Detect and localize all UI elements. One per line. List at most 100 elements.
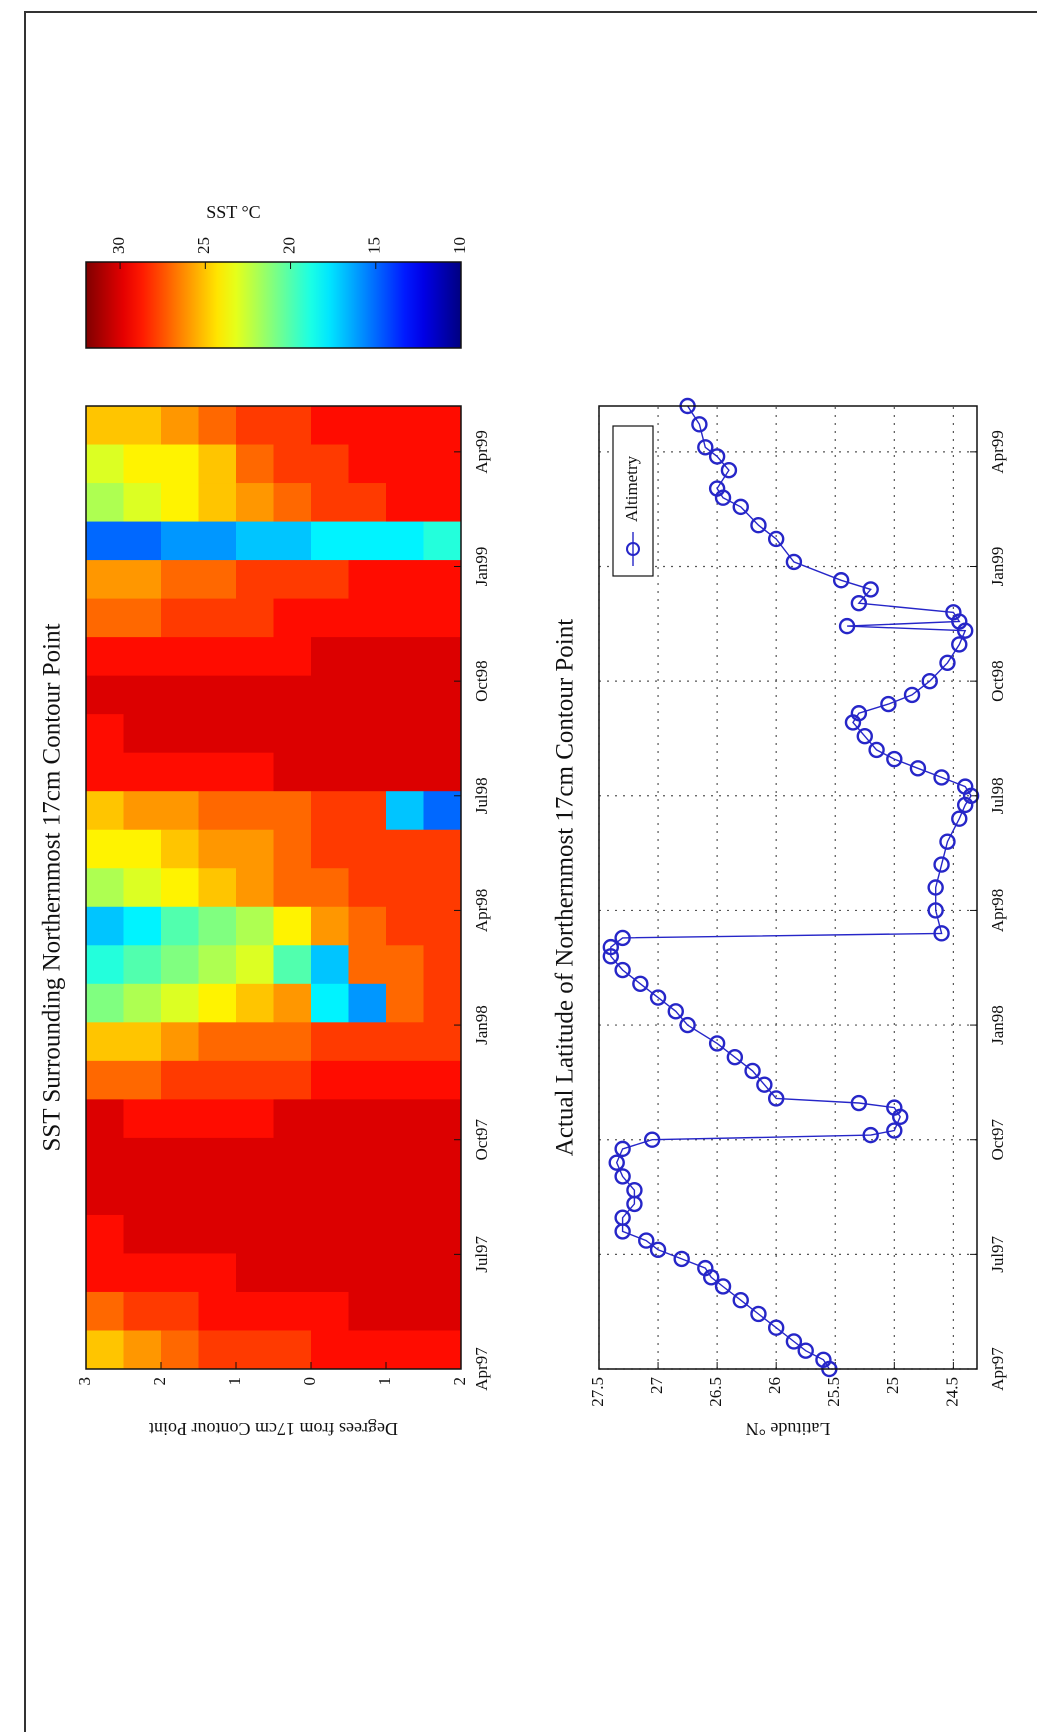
heatmap-cell [348,1098,387,1138]
legend-swatch-marker [626,542,640,556]
x-tick-label: Jan98 [988,1005,1007,1045]
heatmap-cell [236,983,274,1023]
heatmap-cell [86,752,124,792]
y-tick-label: 27 [647,1377,666,1395]
heatmap-cell [311,906,349,946]
y-tick-label: 25 [883,1377,902,1394]
heatmap-cell [161,636,199,676]
heatmap-cell [386,944,424,984]
heatmap-cell [161,906,199,946]
data-point [785,553,803,571]
heatmap-cell [273,1098,312,1138]
heatmap-cell [161,829,199,869]
heatmap-cell [198,906,237,946]
x-tick-label: Apr97 [472,1347,491,1391]
heatmap-cell [236,1175,274,1215]
heatmap-cell [123,752,162,792]
heatmap-cell [311,559,349,599]
heatmap-cell [86,983,124,1023]
heatmap-cell [311,405,349,445]
heatmap-cell [123,1291,162,1331]
heatmap-cell [123,598,162,638]
heatmap-cell [236,1252,274,1292]
data-point [714,1278,732,1295]
heatmap-cell [198,1252,237,1292]
heatmap-cell [348,1252,387,1292]
heatmap-cell [236,521,274,561]
data-point [673,1250,690,1268]
heatmap-cell [311,598,349,638]
colorbar-label: SST °C [206,202,260,222]
heatmap-cell [198,636,237,676]
heatmap-cell [86,1098,124,1138]
heatmap-cell [386,521,424,561]
heatmap-cell [311,1291,349,1331]
heatmap-cell [86,405,124,445]
heatmap-cell [123,867,162,907]
heatmap-cell [198,790,237,830]
heatmap-cell [423,1060,462,1100]
heatmap-cell [348,598,387,638]
data-point [815,1351,832,1369]
data-point [850,1094,868,1112]
heatmap-cell [273,675,312,715]
data-point [832,572,850,589]
x-tick-label: Jul98 [988,777,1007,814]
data-point [767,530,785,548]
heatmap-cell [198,675,237,715]
heatmap-cell [161,598,199,638]
heatmap-cell [198,1175,237,1215]
heatmap-cell [236,675,274,715]
heatmap-cell [86,1291,124,1331]
heatmap-cell [423,559,462,599]
heatmap-cell [123,1214,162,1254]
heatmap-cell [198,1021,237,1061]
heatmap-cell [273,1175,312,1215]
heatmap-cell [348,1060,387,1100]
heatmap-cell [198,482,237,522]
heatmap-cell [123,906,162,946]
heatmap-cell [86,598,124,638]
plot-bg [599,406,977,1369]
heatmap-cell [423,1137,462,1177]
heatmap-cell [311,944,349,984]
heatmap-cell [198,598,237,638]
heatmap-cell [348,906,387,946]
heatmap-cell [386,675,424,715]
data-point [720,461,738,479]
data-point [951,636,968,653]
heatmap-cell [311,1214,349,1254]
heatmap-cell [423,1175,462,1215]
heatmap-cell [198,1291,237,1331]
x-tick-label: Jul97 [988,1235,1007,1272]
heatmap-cell [236,867,274,907]
data-point [608,1154,625,1171]
heatmap-cell [86,867,124,907]
heatmap-cell [198,1137,237,1177]
heatmap-cell [161,444,199,484]
data-point [939,833,956,850]
heatmap-cell [386,636,424,676]
data-point [945,604,962,621]
heatmap-cell [273,1252,312,1292]
heatmap-cell [86,1214,124,1254]
data-point [726,1048,744,1066]
data-point [903,686,921,704]
heatmap-cell [161,521,199,561]
heatmap-cell [198,944,237,984]
heatmap-cell [348,521,387,561]
x-tick-label: Oct97 [988,1118,1007,1160]
heatmap-cell [423,482,462,522]
heatmap-cell [123,1137,162,1177]
heatmap-cell [161,1214,199,1254]
colorbar-tick-label: 15 [365,237,384,254]
x-tick-label: Jan99 [472,547,491,587]
data-point [886,1099,903,1116]
heatmap-cell [198,983,237,1023]
data-point [632,975,649,992]
heatmap-cell [311,521,349,561]
heatmap-cell [236,482,274,522]
colorbar-tick-label: 10 [450,237,469,254]
heatmap-cell [123,1252,162,1292]
